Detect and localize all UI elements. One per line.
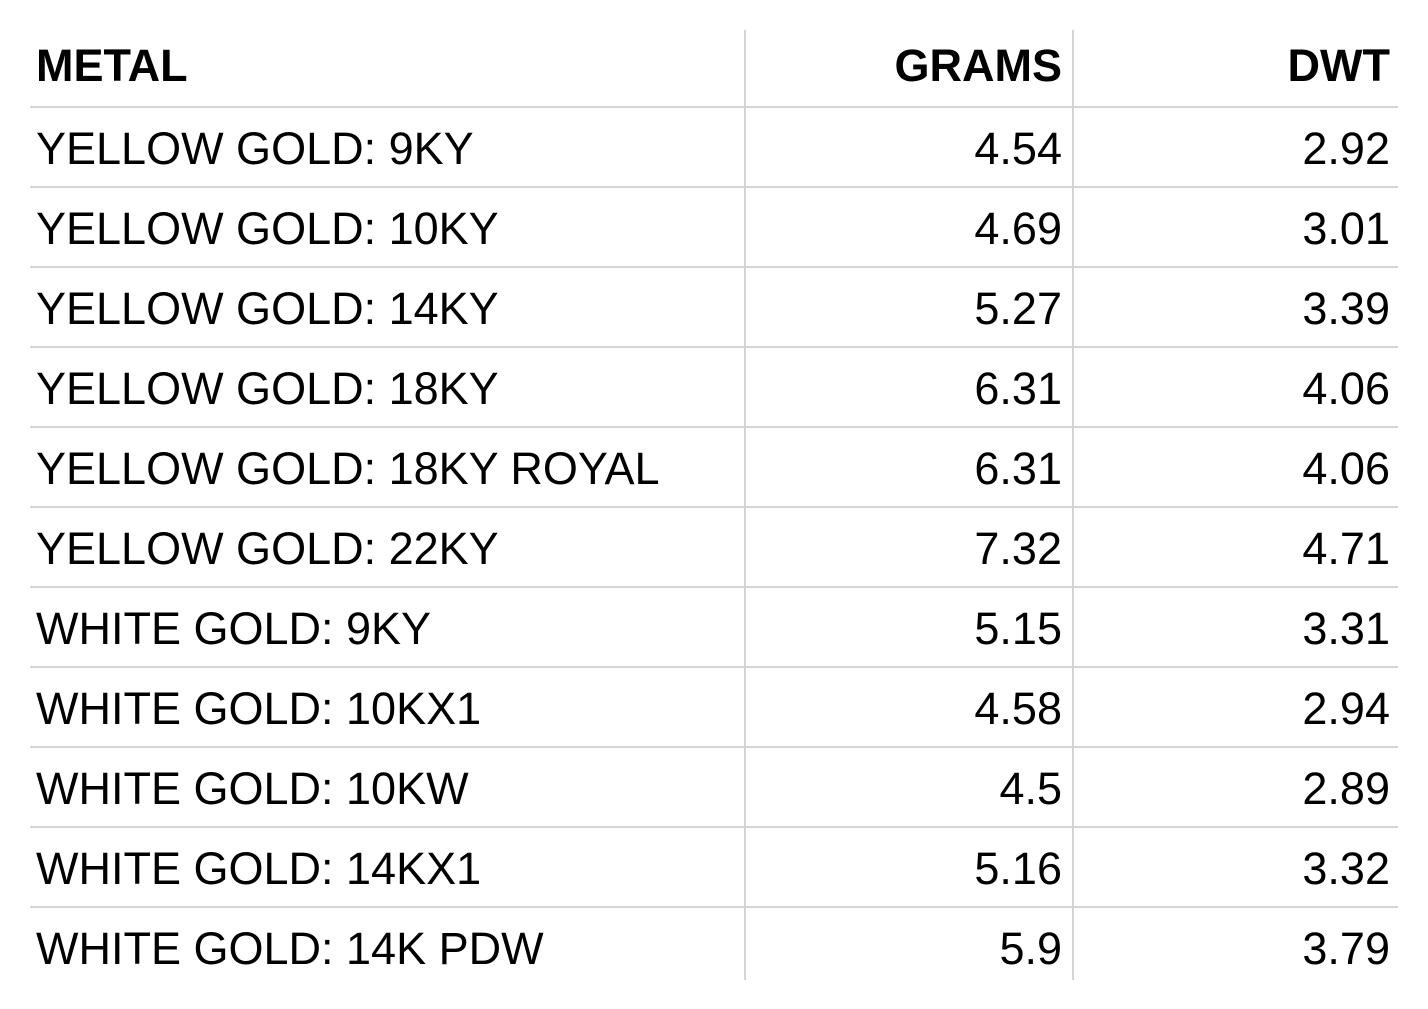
metal-cell: WHITE GOLD: 14K PDW — [36, 923, 544, 974]
metal-cell: YELLOW GOLD: 14KY — [36, 283, 499, 334]
number-cell: 6.31 — [974, 443, 1062, 494]
number-cell: 6.31 — [974, 363, 1062, 414]
metal-cell: YELLOW GOLD: 10KY — [36, 203, 499, 254]
number-cell: 3.39 — [1302, 283, 1390, 334]
row-divider — [30, 346, 1398, 348]
number-cell: 3.31 — [1302, 603, 1390, 654]
row-divider — [30, 826, 1398, 828]
metal-cell: YELLOW GOLD: 18KY ROYAL — [36, 443, 660, 494]
header-cell: DWT — [1287, 40, 1390, 91]
row-divider — [30, 426, 1398, 428]
column-divider — [1072, 30, 1074, 980]
header-cell: GRAMS — [894, 40, 1063, 91]
metal-cell: WHITE GOLD: 10KX1 — [36, 683, 482, 734]
number-cell: 4.06 — [1302, 443, 1390, 494]
number-cell: 4.71 — [1302, 523, 1390, 574]
row-divider — [30, 666, 1398, 668]
row-divider — [30, 186, 1398, 188]
header-cell: METAL — [36, 40, 188, 91]
number-cell: 5.27 — [974, 283, 1062, 334]
number-cell: 4.54 — [974, 123, 1062, 174]
number-cell: 7.32 — [974, 523, 1062, 574]
metal-cell: WHITE GOLD: 9KY — [36, 603, 432, 654]
number-cell: 5.15 — [974, 603, 1062, 654]
number-cell: 4.5 — [999, 763, 1062, 814]
number-cell: 4.06 — [1302, 363, 1390, 414]
number-cell: 2.92 — [1302, 123, 1390, 174]
number-cell: 3.01 — [1302, 203, 1390, 254]
metal-cell: YELLOW GOLD: 9KY — [36, 123, 474, 174]
row-divider — [30, 106, 1398, 108]
metal-cell: WHITE GOLD: 10KW — [36, 763, 469, 814]
row-divider — [30, 506, 1398, 508]
number-cell: 3.79 — [1302, 923, 1390, 974]
number-cell: 2.94 — [1302, 683, 1390, 734]
number-cell: 5.9 — [999, 923, 1062, 974]
metal-cell: YELLOW GOLD: 22KY — [36, 523, 499, 574]
metal-cell: YELLOW GOLD: 18KY — [36, 363, 499, 414]
column-divider — [744, 30, 746, 980]
number-cell: 4.58 — [974, 683, 1062, 734]
row-divider — [30, 586, 1398, 588]
metal-cell: WHITE GOLD: 14KX1 — [36, 843, 482, 894]
number-cell: 4.69 — [974, 203, 1062, 254]
row-divider — [30, 266, 1398, 268]
row-divider — [30, 746, 1398, 748]
number-cell: 3.32 — [1302, 843, 1390, 894]
row-divider — [30, 906, 1398, 908]
number-cell: 2.89 — [1302, 763, 1390, 814]
number-cell: 5.16 — [974, 843, 1062, 894]
